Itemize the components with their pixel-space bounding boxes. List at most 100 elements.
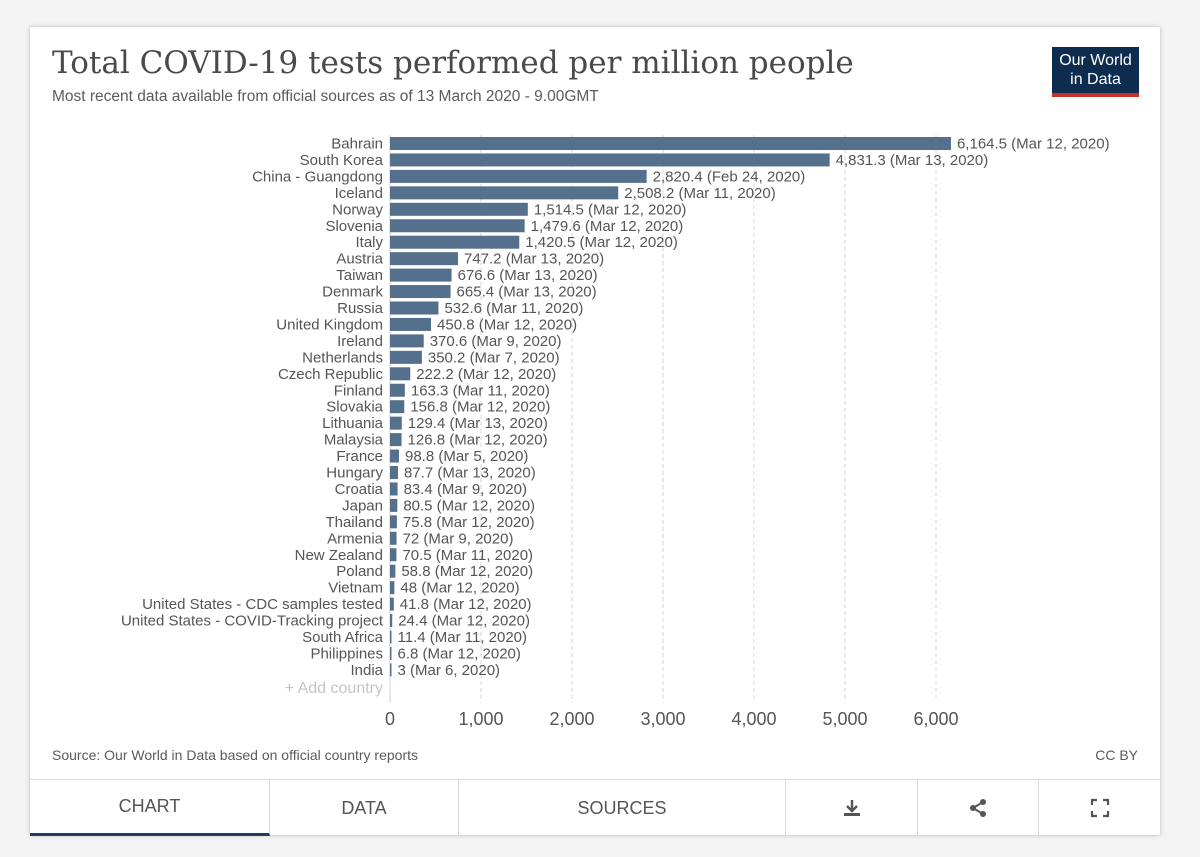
data-label: 1,514.5 (Mar 12, 2020)	[534, 201, 687, 218]
bar	[390, 400, 405, 414]
x-tick-label: 6,000	[913, 709, 958, 729]
bar	[390, 285, 451, 299]
bar	[390, 597, 394, 611]
bar	[390, 367, 411, 381]
data-label: 2,508.2 (Mar 11, 2020)	[624, 185, 775, 202]
download-button[interactable]	[786, 780, 918, 836]
data-label: 98.8 (Mar 5, 2020)	[405, 448, 528, 465]
bar	[390, 383, 405, 397]
x-tick-label: 1,000	[458, 709, 503, 729]
license-link[interactable]: CC BY	[1095, 747, 1138, 763]
category-label: Norway	[332, 201, 383, 218]
share-button[interactable]	[918, 780, 1039, 836]
data-label: 156.8 (Mar 12, 2020)	[410, 399, 550, 416]
category-label: Lithuania	[322, 415, 384, 432]
bar	[390, 252, 458, 266]
data-label: 58.8 (Mar 12, 2020)	[401, 563, 533, 580]
data-label: 70.5 (Mar 11, 2020)	[402, 547, 533, 564]
bar	[390, 235, 520, 249]
data-label: 83.4 (Mar 9, 2020)	[404, 481, 527, 498]
bar	[390, 581, 395, 595]
category-label: Austria	[336, 251, 383, 268]
bar	[390, 350, 422, 364]
tab-data[interactable]: DATA	[270, 780, 459, 836]
category-label: Ireland	[337, 333, 383, 350]
bar	[390, 482, 398, 496]
chart-card: Total COVID-19 tests performed per milli…	[30, 27, 1160, 836]
share-icon	[970, 799, 986, 817]
data-label: 370.6 (Mar 9, 2020)	[430, 333, 562, 350]
bar	[390, 449, 399, 463]
category-label: United States - CDC samples tested	[142, 596, 383, 613]
tab-chart[interactable]: CHART	[30, 780, 270, 836]
tab-bar: CHART DATA SOURCES	[30, 779, 1160, 836]
data-label: 1,420.5 (Mar 12, 2020)	[525, 234, 678, 251]
category-label: Taiwan	[336, 267, 383, 284]
category-label: Russia	[337, 300, 384, 317]
data-label: 1,479.6 (Mar 12, 2020)	[531, 218, 684, 235]
logo-line-2: in Data	[1070, 71, 1121, 88]
fullscreen-button[interactable]	[1039, 780, 1160, 836]
data-label: 11.4 (Mar 11, 2020)	[398, 629, 528, 646]
bar	[390, 564, 396, 578]
bar	[390, 433, 402, 447]
category-label: India	[350, 662, 383, 679]
bar	[390, 317, 432, 331]
data-label: 4,831.3 (Mar 13, 2020)	[836, 152, 989, 169]
data-label: 24.4 (Mar 12, 2020)	[398, 613, 530, 630]
x-tick-label: 5,000	[822, 709, 867, 729]
category-label: Philippines	[310, 645, 383, 662]
download-icon	[843, 800, 860, 816]
data-label: 532.6 (Mar 11, 2020)	[444, 300, 583, 317]
bar	[390, 466, 398, 479]
category-label: South Korea	[300, 152, 384, 169]
bar	[390, 334, 424, 348]
data-label: 350.2 (Mar 7, 2020)	[428, 349, 560, 366]
bar	[390, 137, 951, 150]
bar	[390, 268, 452, 282]
data-label: 87.7 (Mar 13, 2020)	[404, 465, 536, 482]
data-label: 676.6 (Mar 13, 2020)	[458, 267, 598, 284]
category-label: Czech Republic	[278, 366, 384, 383]
x-tick-label: 2,000	[549, 709, 594, 729]
x-tick-label: 3,000	[640, 709, 685, 729]
data-label: 48 (Mar 12, 2020)	[400, 580, 519, 597]
data-label: 72 (Mar 9, 2020)	[403, 530, 514, 547]
bar	[390, 153, 830, 167]
category-label: Slovenia	[325, 218, 383, 235]
bar	[390, 663, 392, 677]
bar	[390, 202, 528, 216]
bar	[390, 301, 439, 315]
owid-logo[interactable]: Our World in Data	[1052, 47, 1139, 97]
category-label: Italy	[355, 234, 383, 251]
category-label: Croatia	[335, 481, 384, 498]
logo-line-1: Our World	[1059, 52, 1132, 69]
data-label: 450.8 (Mar 12, 2020)	[437, 316, 577, 333]
category-label: Slovakia	[326, 399, 383, 416]
bar	[390, 630, 392, 644]
bar	[390, 614, 393, 628]
data-label: 41.8 (Mar 12, 2020)	[400, 596, 532, 613]
data-label: 222.2 (Mar 12, 2020)	[416, 366, 556, 383]
tab-sources[interactable]: SOURCES	[459, 780, 786, 836]
data-label: 2,820.4 (Feb 24, 2020)	[653, 168, 806, 185]
bar	[390, 498, 398, 512]
category-label: France	[336, 448, 383, 465]
category-label: Finland	[334, 382, 383, 399]
bar	[390, 186, 619, 200]
chart-title: Total COVID-19 tests performed per milli…	[52, 45, 854, 81]
category-label: United Kingdom	[276, 316, 383, 333]
data-label: 747.2 (Mar 13, 2020)	[464, 251, 604, 268]
data-label: 75.8 (Mar 12, 2020)	[403, 514, 535, 531]
data-label: 6,164.5 (Mar 12, 2020)	[957, 136, 1110, 153]
data-label: 126.8 (Mar 12, 2020)	[408, 432, 548, 449]
category-label: Japan	[342, 497, 383, 514]
category-label: New Zealand	[295, 547, 383, 564]
bar	[390, 515, 397, 529]
category-label: Hungary	[326, 465, 383, 482]
fullscreen-icon	[1090, 798, 1109, 818]
add-country-button[interactable]: + Add country	[285, 680, 383, 697]
category-label: United States - COVID-Tracking project	[121, 613, 384, 630]
bar	[390, 416, 402, 430]
bar	[390, 531, 397, 545]
